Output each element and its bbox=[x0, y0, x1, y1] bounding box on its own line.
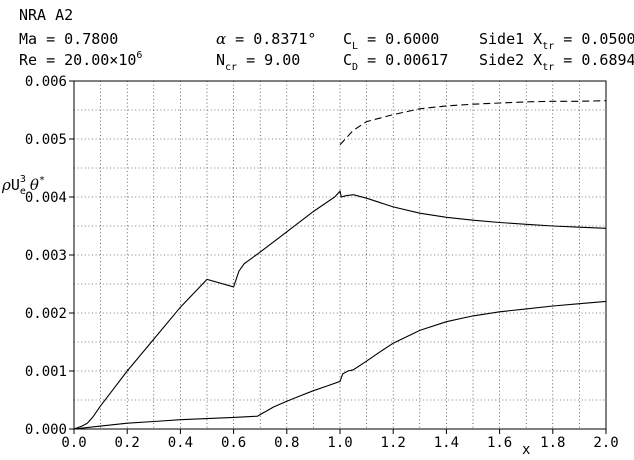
y-tick-label: 0.002 bbox=[25, 306, 67, 322]
x-axis-label: x bbox=[522, 442, 530, 458]
x-tick-label: 1.8 bbox=[540, 435, 565, 451]
y-tick-label: 0.006 bbox=[25, 74, 67, 90]
header-param-1-0: Re = 20.00×106 bbox=[19, 50, 142, 69]
header-param-1-1: Ncr = 9.00 bbox=[216, 51, 300, 73]
x-tick-label: 1.2 bbox=[381, 435, 406, 451]
y-axis-label: ρU3 e θ* bbox=[1, 174, 45, 197]
x-tick-label: 0.8 bbox=[274, 435, 299, 451]
x-tick-label: 2.0 bbox=[593, 435, 618, 451]
header-param-0-3: Side1 Xtr = 0.0500 bbox=[479, 30, 634, 52]
y-tick-label: 0.005 bbox=[25, 132, 67, 148]
x-tick-label: 1.4 bbox=[434, 435, 459, 451]
header-param-1-3: Side2 Xtr = 0.6894 bbox=[479, 51, 634, 73]
y-tick-label: 0.000 bbox=[25, 422, 67, 438]
x-tick-label: 0.2 bbox=[115, 435, 140, 451]
chart-title: NRA A2 bbox=[19, 6, 73, 24]
x-tick-label: 0.6 bbox=[221, 435, 246, 451]
x-axis-ticks: 0.0 0.2 0.4 0.6 0.8 1.0 1.2 1.4 1.6 1.8 2.0 bbox=[61, 429, 619, 451]
x-tick-label: 0.4 bbox=[168, 435, 193, 451]
x-tick-label: 0.0 bbox=[61, 435, 86, 451]
y-tick-label: 0.004 bbox=[25, 190, 67, 206]
y-axis-label-text: ρU3 e θ* bbox=[1, 174, 45, 197]
header-param-0-0: Ma = 0.7800 bbox=[19, 30, 118, 48]
x-tick-label: 1.0 bbox=[327, 435, 352, 451]
series-line-1 bbox=[73, 190, 607, 430]
y-axis-ticks: 0.000 0.001 0.002 0.003 0.004 0.005 0.006 bbox=[25, 74, 74, 438]
y-tick-label: 0.001 bbox=[25, 364, 67, 380]
header-param-0-2: CL = 0.6000 bbox=[343, 30, 439, 52]
parameter-header: Ma = 0.7800 α = 0.8371° CL = 0.6000 Side1 X… bbox=[19, 30, 634, 73]
y-tick-label: 0.003 bbox=[25, 248, 67, 264]
series-line-3 bbox=[73, 300, 607, 430]
series-lines bbox=[73, 100, 607, 430]
gridlines bbox=[74, 81, 606, 429]
x-tick-label: 1.6 bbox=[487, 435, 512, 451]
header-param-1-2: CD = 0.00617 bbox=[343, 51, 448, 73]
header-param-0-1: α = 0.8371° bbox=[216, 30, 316, 48]
series-line-2 bbox=[339, 100, 607, 146]
